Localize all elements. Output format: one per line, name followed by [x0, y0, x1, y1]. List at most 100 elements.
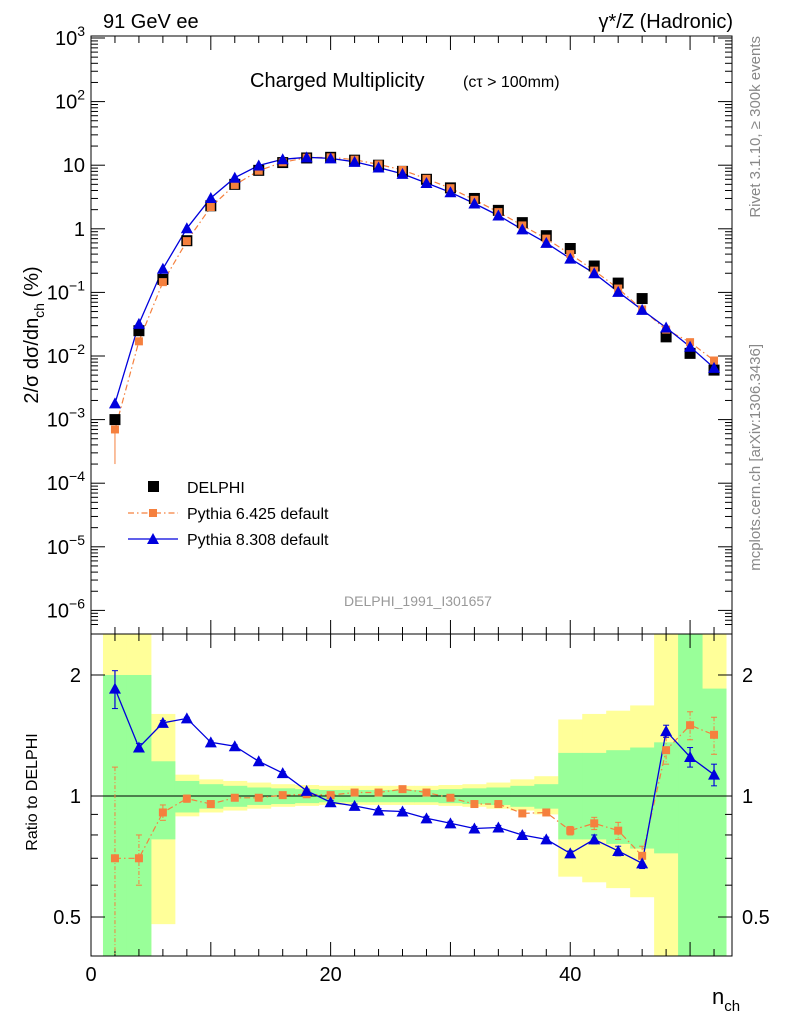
pythia6-ratio-point	[254, 793, 263, 802]
pythia8-ratio-point	[588, 833, 601, 845]
pythia8-ratio-point	[564, 847, 577, 859]
delphi-point	[660, 331, 672, 343]
y-tick-exponent: 3	[77, 23, 85, 39]
legend-item-pythia6: Pythia 6.425 default	[128, 506, 329, 523]
y-tick-label: 10−4	[47, 468, 85, 495]
y-tick-exponent: 2	[77, 87, 85, 103]
y-tick-exponent: −2	[69, 341, 85, 357]
delphi-point	[588, 260, 600, 272]
pythia8-point	[324, 152, 337, 164]
legend-marker-pythia6	[149, 509, 157, 517]
chart-title: Charged Multiplicity	[250, 70, 425, 92]
pythia6-ratio-point	[206, 800, 215, 809]
pythia6-ratio-point	[278, 791, 287, 800]
pythia8-ratio-point	[132, 741, 145, 753]
pythia8-point	[204, 191, 217, 203]
x-tick-label: 20	[320, 964, 342, 986]
pythia6-ratio-point	[182, 794, 191, 803]
pythia8-point	[708, 361, 721, 373]
pythia6-ratio-point	[230, 793, 239, 802]
pythia8-ratio-point	[204, 736, 217, 748]
pythia6-ratio-point	[446, 793, 455, 802]
delphi-point	[684, 347, 696, 359]
pythia8-ratio-point	[156, 716, 169, 728]
y-tick-label: 10	[63, 155, 85, 177]
y-tick-label: 102	[55, 87, 85, 114]
legend-marker-pythia8	[147, 533, 159, 544]
pythia8-ratio-point	[540, 833, 553, 845]
y-tick-label: 10−3	[47, 405, 85, 432]
pythia8-ratio-point	[636, 857, 649, 869]
pythia6-ratio-point	[542, 808, 551, 817]
pythia8-ratio-point	[612, 844, 625, 856]
pythia6-point	[182, 237, 191, 246]
pythia6-ratio-point	[614, 826, 623, 835]
pythia8-point	[132, 317, 145, 329]
legend-item-delphi: DELPHI	[148, 480, 245, 497]
pythia6-line	[114, 156, 715, 430]
pythia8-ratio-point	[300, 784, 313, 796]
y-tick-exponent: −4	[69, 468, 85, 484]
pythia8-point	[516, 223, 529, 235]
pythia6-ratio-point	[710, 730, 719, 739]
pythia6-ratio-point	[566, 826, 575, 835]
ratio-y-tick-label-left: 2	[70, 665, 81, 687]
pythia8-point	[156, 262, 169, 274]
delphi-point	[564, 243, 576, 255]
pythia6-point	[230, 180, 239, 189]
y-tick-exponent: −1	[69, 277, 85, 293]
pythia8-ratio-point	[348, 799, 361, 811]
pythia6-ratio-point	[686, 721, 695, 730]
pythia6-ratio-point	[110, 854, 119, 863]
pythia8-ratio-point	[180, 712, 193, 724]
ratio-y-tick-label-right: 2	[742, 665, 753, 687]
pythia8-ratio-point	[324, 796, 337, 808]
x-axis-label: nch	[712, 984, 740, 1015]
pythia6-ratio-point	[158, 808, 167, 817]
pythia6-ratio-point	[350, 788, 359, 797]
y-tick-label: 10−5	[47, 532, 85, 559]
side-top-label: Rivet 3.1.10, ≥ 300k events	[747, 36, 764, 218]
pythia8-point	[372, 161, 385, 173]
x-tick-label: 0	[85, 964, 96, 986]
pythia8-point	[612, 285, 625, 297]
legend-label-pythia8: Pythia 8.308 default	[187, 532, 329, 549]
header-left: 91 GeV ee	[103, 11, 199, 33]
pythia8-point	[588, 267, 601, 279]
pythia6-ratio-point	[494, 800, 503, 809]
pythia8-ratio-point	[708, 768, 721, 780]
ratio-panel-frame	[90, 633, 733, 957]
ratio-y-axis-label: Ratio to DELPHI	[24, 733, 41, 850]
pythia6-point	[158, 278, 167, 287]
header-right: γ*/Z (Hadronic)	[599, 11, 733, 33]
pythia6-point	[206, 203, 215, 212]
pythia8-ratio-point	[684, 751, 697, 763]
pythia6-ratio-point	[326, 791, 335, 800]
ratio-panel: 0.5 0.51 12 20 20 40 Ratio to DELPHI nch	[24, 633, 770, 1015]
pythia8-line	[114, 156, 715, 404]
y-tick-label: 10−2	[47, 341, 85, 368]
pythia8-ratio-point	[468, 822, 481, 834]
pythia8-point	[300, 151, 313, 163]
pythia8-point	[180, 222, 193, 234]
pythia8-point	[228, 171, 241, 183]
pythia8-ratio-point	[372, 804, 385, 816]
pythia8-point	[108, 397, 121, 409]
pythia8-point	[444, 186, 457, 198]
ratio-tick-labels: 0.5 0.51 12 20 20 40	[53, 665, 770, 986]
pythia8-point	[348, 155, 361, 167]
pythia6-point	[110, 425, 119, 434]
chart-subtitle: (cτ > 100mm)	[463, 74, 560, 91]
main-y-axis-label-text: 2/σ dσ/dnch (%)	[21, 266, 47, 403]
pythia8-point	[468, 197, 481, 209]
ratio-y-tick-label-left: 1	[70, 786, 81, 808]
main-axis-ticks	[90, 36, 732, 634]
delphi-point	[612, 277, 624, 289]
pythia6-point	[710, 356, 719, 365]
pythia6-ratio-point	[470, 800, 479, 809]
pythia8-point	[420, 176, 433, 188]
delphi-point	[109, 414, 121, 426]
